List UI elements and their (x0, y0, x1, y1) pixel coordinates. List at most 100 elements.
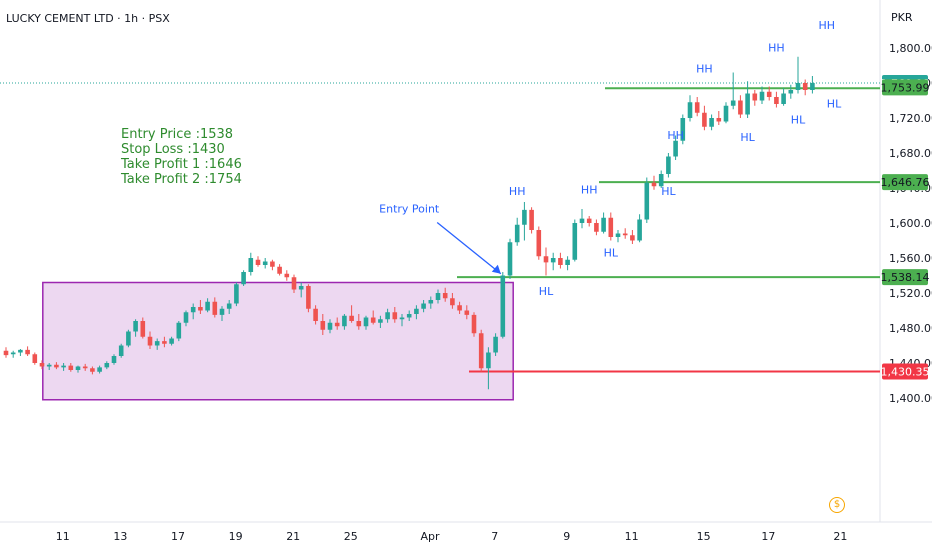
candle[interactable] (716, 111, 722, 125)
candle[interactable] (140, 317, 146, 339)
candle[interactable] (162, 336, 167, 348)
candle[interactable] (572, 219, 578, 262)
candle[interactable] (406, 310, 412, 322)
candle[interactable] (97, 365, 102, 374)
candle[interactable] (334, 317, 340, 330)
candle[interactable] (608, 212, 614, 241)
candle[interactable] (694, 97, 700, 117)
candle[interactable] (270, 259, 275, 271)
candle[interactable] (25, 346, 30, 356)
candle[interactable] (219, 306, 225, 321)
candle[interactable] (802, 79, 808, 96)
candle[interactable] (370, 310, 376, 325)
candle[interactable] (500, 272, 506, 339)
candle[interactable] (774, 91, 779, 108)
candle[interactable] (738, 95, 743, 118)
candle[interactable] (766, 86, 772, 101)
candle[interactable] (471, 312, 477, 337)
candle[interactable] (169, 336, 174, 346)
candle[interactable] (111, 354, 117, 365)
candle[interactable] (3, 347, 9, 358)
dollar-icon[interactable]: $ (829, 497, 845, 513)
candle[interactable] (190, 303, 196, 320)
candle[interactable] (176, 321, 182, 342)
candle[interactable] (428, 296, 434, 309)
candle[interactable] (759, 86, 765, 105)
candle[interactable] (615, 230, 621, 243)
candle[interactable] (478, 329, 484, 372)
candle[interactable] (241, 270, 246, 286)
candle[interactable] (306, 284, 311, 313)
candle[interactable] (342, 314, 347, 330)
candle[interactable] (234, 282, 239, 307)
candle[interactable] (666, 153, 671, 178)
candle[interactable] (133, 319, 138, 337)
candle[interactable] (810, 76, 815, 94)
candle[interactable] (82, 363, 88, 371)
candle[interactable] (399, 314, 405, 327)
candle[interactable] (248, 252, 254, 276)
candle[interactable] (658, 170, 664, 189)
candle[interactable] (68, 363, 74, 372)
candle[interactable] (543, 247, 549, 276)
candle[interactable] (349, 305, 354, 323)
candle[interactable] (183, 310, 189, 327)
candle[interactable] (104, 361, 110, 370)
candle[interactable] (486, 347, 491, 390)
candle[interactable] (291, 274, 297, 293)
candle[interactable] (730, 72, 736, 110)
candle[interactable] (507, 238, 513, 279)
candle[interactable] (421, 300, 426, 313)
candle[interactable] (262, 258, 268, 269)
candle[interactable] (18, 349, 23, 356)
currency-label[interactable]: PKR (891, 11, 913, 24)
candle[interactable] (90, 366, 95, 375)
candle[interactable] (702, 105, 707, 131)
candle[interactable] (277, 264, 282, 276)
candle[interactable] (363, 315, 369, 330)
candle[interactable] (126, 329, 131, 348)
candle[interactable] (752, 90, 758, 106)
candle[interactable] (435, 289, 441, 304)
candle[interactable] (723, 102, 729, 124)
candle[interactable] (709, 114, 714, 131)
candle[interactable] (39, 360, 45, 370)
candle[interactable] (75, 365, 81, 373)
candle[interactable] (536, 226, 542, 260)
candle[interactable] (464, 305, 470, 320)
candle[interactable] (630, 230, 635, 244)
candle[interactable] (457, 301, 462, 314)
candle[interactable] (32, 352, 38, 365)
candle[interactable] (644, 177, 650, 224)
candle[interactable] (320, 314, 326, 335)
candle[interactable] (579, 209, 585, 229)
candle[interactable] (522, 202, 527, 241)
candle[interactable] (378, 315, 383, 328)
candle[interactable] (61, 363, 66, 371)
candle[interactable] (586, 216, 592, 227)
candle[interactable] (356, 314, 362, 330)
candle[interactable] (680, 114, 686, 145)
candle[interactable] (550, 252, 556, 271)
candle[interactable] (565, 256, 570, 271)
candle[interactable] (46, 363, 52, 370)
candle[interactable] (205, 298, 210, 313)
candle[interactable] (788, 84, 794, 99)
candle[interactable] (442, 287, 448, 302)
candle[interactable] (687, 95, 693, 122)
candle[interactable] (493, 333, 498, 356)
candle[interactable] (558, 252, 563, 269)
candle[interactable] (284, 270, 290, 281)
candle[interactable] (212, 297, 218, 318)
candle[interactable] (450, 293, 455, 309)
candle[interactable] (118, 343, 124, 358)
candle[interactable] (622, 228, 628, 239)
candle[interactable] (392, 307, 398, 323)
candle[interactable] (529, 207, 534, 234)
candle[interactable] (154, 338, 160, 350)
candle[interactable] (313, 305, 318, 325)
candle[interactable] (601, 212, 606, 234)
candle[interactable] (514, 217, 520, 246)
candle[interactable] (10, 350, 16, 358)
